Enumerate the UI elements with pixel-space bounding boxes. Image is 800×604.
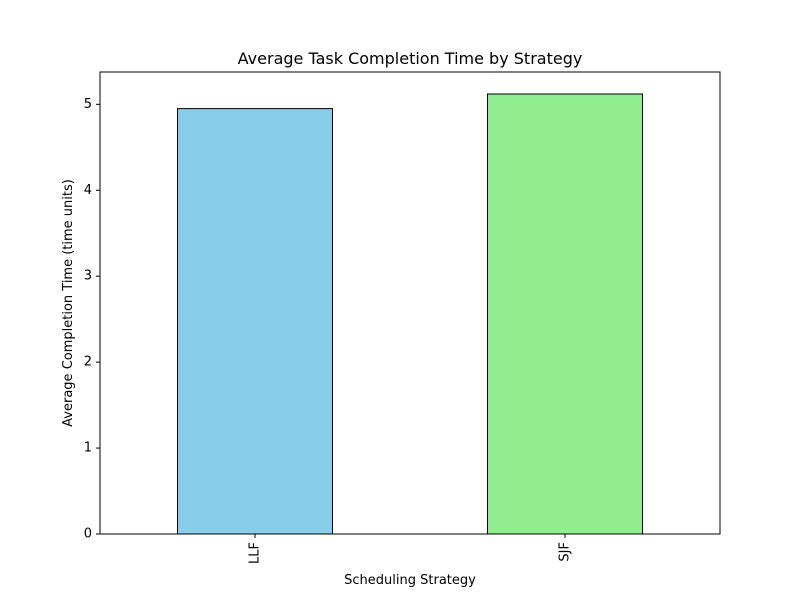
x-axis-ticks: LLF SJF	[248, 534, 573, 564]
y-tick-label: 2	[84, 355, 92, 370]
y-axis-label: Average Completion Time (time units)	[61, 179, 76, 427]
y-tick-label: 4	[84, 183, 92, 198]
y-tick-label: 0	[84, 527, 92, 542]
bars-group	[177, 93, 643, 535]
plot-area: 0 1 2 3 4 5 LLF SJF	[84, 71, 721, 564]
x-axis-label: Scheduling Strategy	[344, 573, 476, 588]
x-tick-label: SJF	[558, 542, 573, 562]
y-tick-label: 5	[84, 97, 92, 112]
plot-frame	[99, 71, 721, 535]
x-tick-label: LLF	[248, 542, 263, 564]
bar-llf	[177, 108, 333, 535]
y-tick-label: 1	[84, 441, 92, 456]
y-tick-label: 3	[84, 269, 92, 284]
y-axis-ticks: 0 1 2 3 4 5	[84, 97, 100, 542]
bar-sjf	[487, 93, 643, 535]
chart-title: Average Task Completion Time by Strategy	[238, 49, 583, 68]
